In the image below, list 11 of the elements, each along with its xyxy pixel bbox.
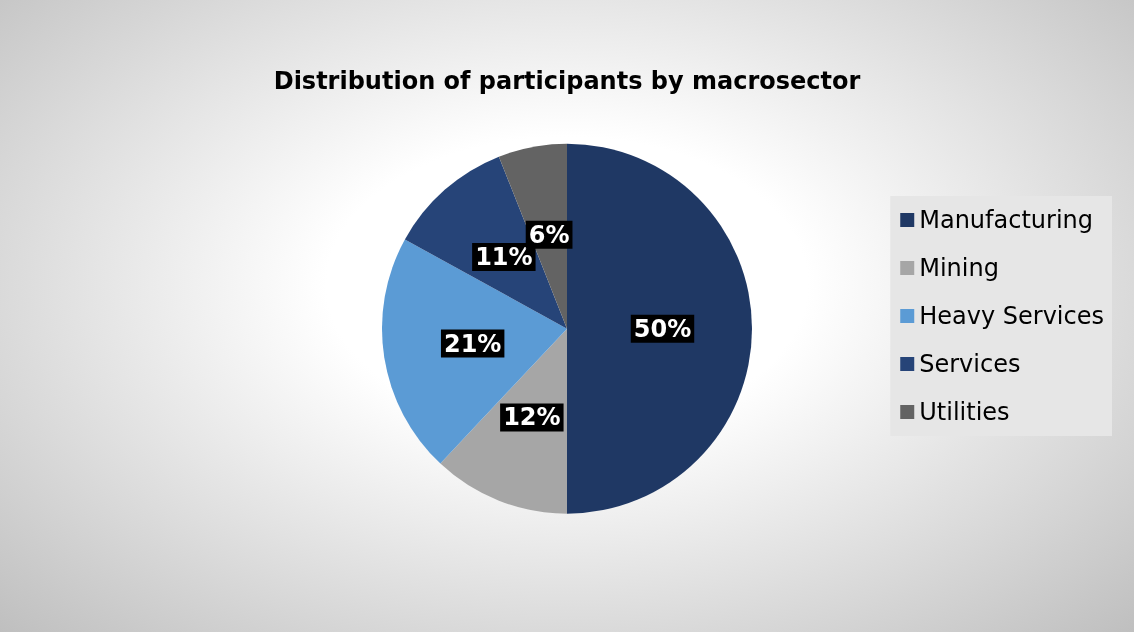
legend-label: Heavy Services: [919, 302, 1105, 330]
data-label: 12%: [503, 403, 561, 432]
legend-label: Utilities: [919, 398, 1010, 426]
legend-label: Services: [919, 350, 1021, 378]
data-label: 11%: [475, 243, 533, 271]
legend-label: Manufacturing: [919, 206, 1094, 234]
legend-label: Mining: [919, 254, 999, 282]
data-label: 6%: [528, 220, 570, 249]
chart-title: Distribution of participants by macrosector: [273, 67, 861, 95]
data-label: 21%: [443, 329, 502, 358]
data-label: 50%: [633, 314, 692, 343]
